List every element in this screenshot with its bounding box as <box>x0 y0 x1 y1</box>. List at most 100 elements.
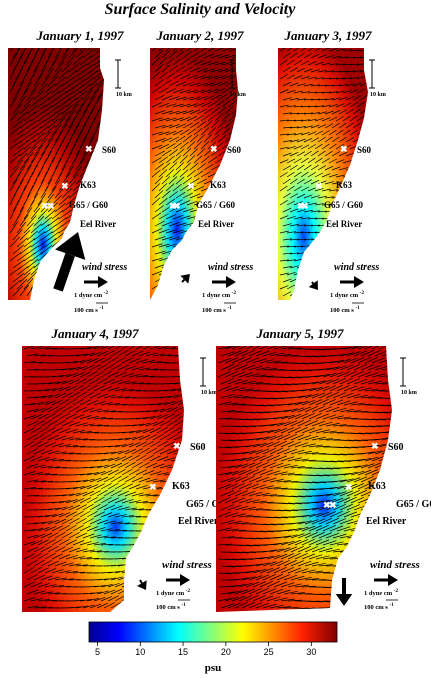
velocity-arrow <box>345 196 355 199</box>
velocity-arrow <box>75 115 84 129</box>
velocity-arrow <box>196 108 207 115</box>
velocity-arrow <box>234 490 249 497</box>
velocity-arrow <box>352 82 362 87</box>
velocity-arrow <box>318 518 332 525</box>
velocity-arrow <box>282 291 292 297</box>
velocity-arrow <box>282 152 292 157</box>
velocity-arrow <box>107 469 119 476</box>
velocity-arrow <box>279 285 289 290</box>
velocity-arrow <box>100 482 112 490</box>
velocity-arrow <box>65 539 77 546</box>
velocity-arrow <box>47 130 58 143</box>
velocity-arrow <box>200 281 210 290</box>
velocity-arrow <box>300 105 310 108</box>
colorbar-tick-label: 25 <box>264 647 274 657</box>
velocity-arrow <box>329 525 344 532</box>
velocity-arrow <box>345 95 355 101</box>
velocity-arrow <box>203 246 213 255</box>
velocity-arrow <box>252 595 266 602</box>
velocity-arrow <box>168 65 178 73</box>
velocity-arrow <box>262 494 277 497</box>
velocity-arrow <box>289 139 299 143</box>
velocity-arrow <box>203 274 213 283</box>
velocity-arrow <box>79 83 91 94</box>
velocity-arrow <box>100 470 113 476</box>
velocity-arrow <box>89 377 101 385</box>
velocity-arrow <box>303 179 312 185</box>
velocity-arrow <box>311 481 326 484</box>
velocity-arrow <box>44 458 57 462</box>
velocity-arrow <box>360 350 374 357</box>
velocity-arrow <box>26 215 37 227</box>
velocity-arrow <box>350 470 365 476</box>
velocity-arrow <box>124 602 136 609</box>
velocity-arrow <box>217 165 229 171</box>
velocity-arrow <box>100 512 113 518</box>
velocity-arrow <box>142 440 154 448</box>
velocity-arrow <box>231 513 246 518</box>
velocity-arrow <box>175 148 185 157</box>
velocity-arrow <box>325 504 340 511</box>
velocity-arrow <box>152 479 165 483</box>
velocity-arrow <box>68 77 81 87</box>
velocity-arrow <box>287 567 302 574</box>
velocity-arrow <box>296 151 306 157</box>
velocity-arrow <box>72 165 83 178</box>
velocity-arrow <box>307 131 317 136</box>
velocity-arrow <box>217 385 232 392</box>
velocity-arrow <box>75 548 88 553</box>
velocity-arrow <box>259 346 274 350</box>
velocity-arrow <box>30 151 40 164</box>
velocity-arrow <box>311 593 326 596</box>
velocity-arrow <box>356 256 366 262</box>
velocity-arrow <box>51 375 64 378</box>
velocity-arrow <box>79 122 87 136</box>
velocity-arrow <box>287 413 302 420</box>
velocity-arrow <box>324 110 334 115</box>
velocity-arrow <box>89 227 98 241</box>
velocity-arrow <box>325 492 340 497</box>
velocity-arrow <box>72 524 84 532</box>
velocity-arrow <box>154 64 164 73</box>
velocity-arrow <box>388 494 392 497</box>
velocity-arrow <box>224 246 234 255</box>
velocity-arrow <box>324 196 334 199</box>
velocity-arrow <box>332 353 347 357</box>
velocity-arrow <box>61 379 74 385</box>
velocity-arrow <box>86 370 98 378</box>
velocity-arrow <box>110 364 122 371</box>
velocity-arrow <box>231 497 246 504</box>
velocity-arrow <box>307 48 316 52</box>
colorbar: 5 10 15 20 25 30 psu <box>88 621 338 674</box>
velocity-arrow <box>145 434 157 441</box>
velocity-arrow <box>287 552 301 560</box>
velocity-arrow <box>224 402 239 406</box>
velocity-arrow <box>54 157 62 171</box>
velocity-arrow <box>245 581 260 588</box>
velocity-arrow <box>331 181 341 185</box>
velocity-arrow <box>255 397 270 400</box>
velocity-arrow <box>165 48 175 52</box>
velocity-arrow <box>293 245 303 248</box>
velocity-arrow <box>328 242 338 248</box>
velocity-arrow <box>318 547 333 553</box>
velocity-arrow <box>79 399 91 406</box>
velocity-arrow <box>279 215 289 220</box>
velocity-arrow <box>142 566 154 574</box>
velocity-arrow <box>72 486 85 490</box>
velocity-arrow <box>335 103 345 108</box>
velocity-arrow <box>40 419 52 427</box>
velocity-arrow <box>231 403 246 406</box>
velocity-arrow <box>342 285 352 290</box>
velocity-arrow <box>89 424 102 427</box>
velocity-arrow <box>168 149 178 157</box>
velocity-arrow <box>356 101 365 108</box>
velocity-arrow <box>317 210 327 213</box>
velocity-arrow <box>241 411 256 414</box>
velocity-arrow <box>331 122 340 129</box>
velocity-arrow <box>311 405 325 413</box>
velocity-arrow <box>335 285 345 290</box>
velocity-arrow <box>234 505 249 511</box>
velocity-arrow <box>163 457 176 462</box>
velocity-arrow <box>310 210 320 213</box>
